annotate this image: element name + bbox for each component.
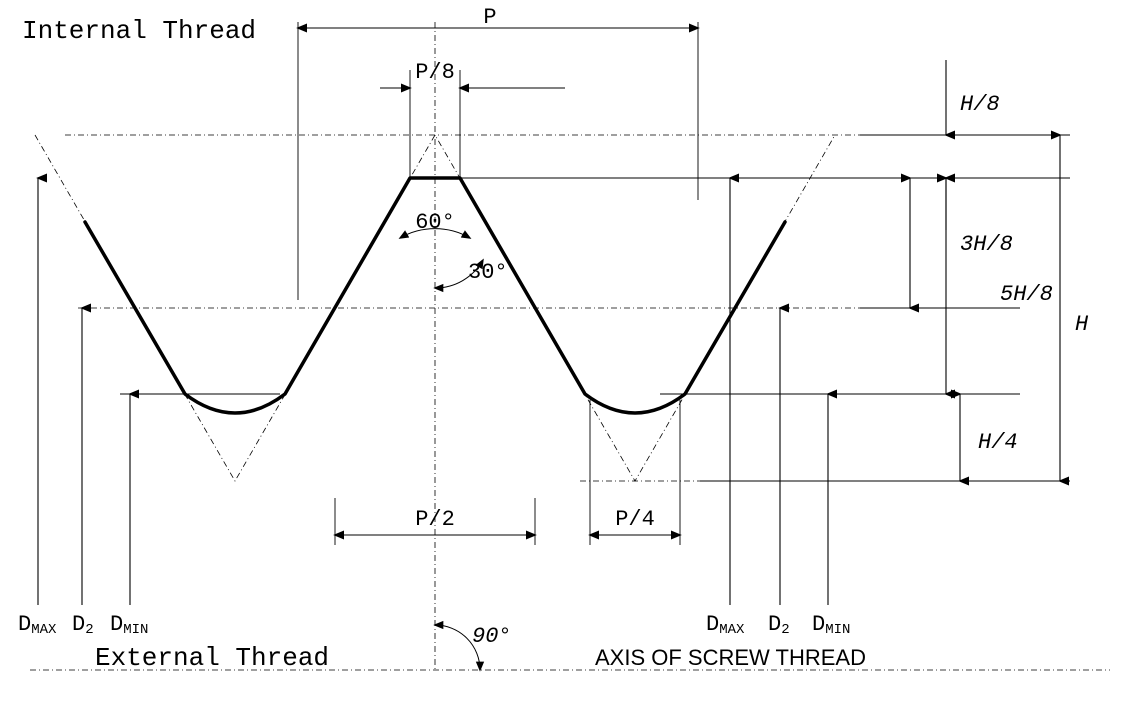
label-H4: H/4 — [978, 430, 1018, 455]
label-dmin-right: DMIN — [812, 612, 850, 638]
label-H: H — [1075, 312, 1089, 337]
label-P8: P/8 — [415, 60, 455, 85]
label-60: 60° — [415, 210, 455, 235]
label-3H8: 3H/8 — [960, 232, 1013, 257]
label-d2-left: D2 — [72, 612, 94, 638]
label-P2: P/2 — [415, 507, 455, 532]
label-d2-right: D2 — [768, 612, 790, 638]
label-5H8: 5H/8 — [1000, 282, 1053, 307]
label-dmax-left: DMAX — [18, 612, 57, 638]
label-dmax-right: DMAX — [706, 612, 745, 638]
label-dmin-left: DMIN — [110, 612, 148, 638]
label-internal-thread: Internal Thread — [22, 16, 256, 46]
label-external-thread: External Thread — [95, 643, 329, 673]
label-P: P — [483, 5, 496, 30]
label-90: 90° — [472, 624, 512, 649]
label-P4: P/4 — [615, 507, 655, 532]
label-30: 30° — [468, 260, 508, 285]
label-H8: H/8 — [960, 92, 1000, 117]
label-axis: AXIS OF SCREW THREAD — [595, 645, 866, 670]
thread-diagram: P P/8 P/2 P/4 H/8 3H/8 5H/8 H/4 H 60° 30… — [0, 0, 1129, 703]
